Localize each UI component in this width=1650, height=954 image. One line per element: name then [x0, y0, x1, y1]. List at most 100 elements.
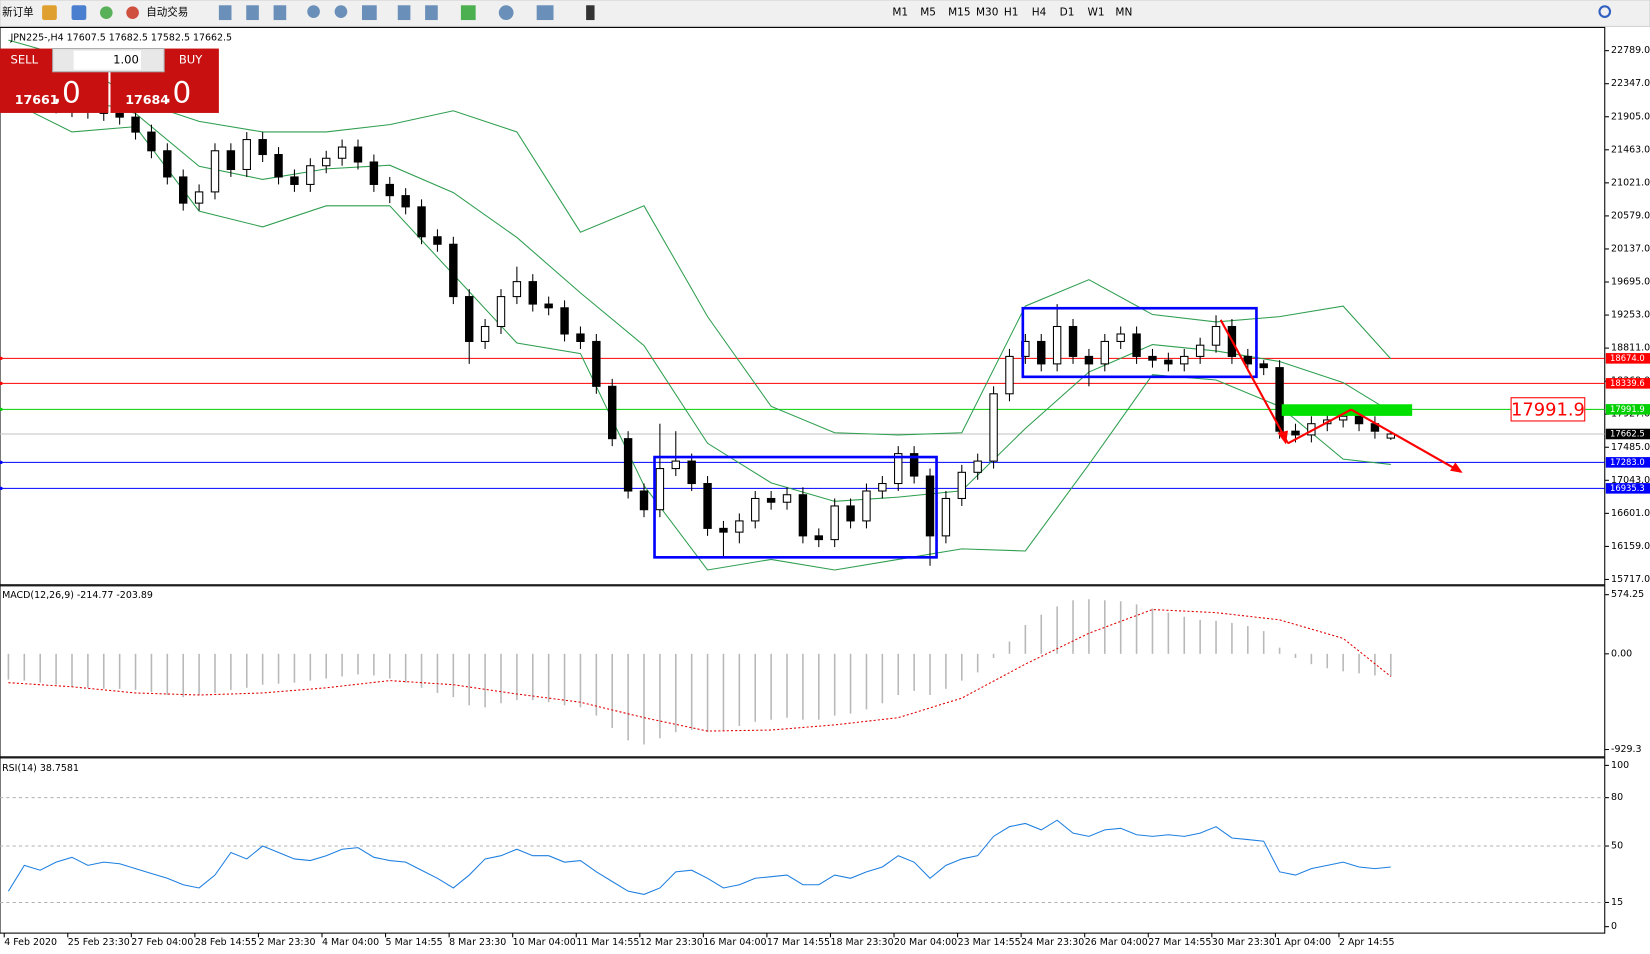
candle-body: [1052, 325, 1062, 365]
level-tag: [1605, 378, 1650, 389]
candle-body: [306, 165, 315, 185]
candle-body: [782, 494, 792, 503]
indicators-icon[interactable]: [460, 5, 476, 21]
candle-body: [401, 195, 410, 208]
candle-body: [1211, 325, 1221, 346]
candle-body: [941, 497, 951, 537]
candle-body: [973, 460, 982, 473]
candle-body: [496, 296, 506, 328]
candle-body: [703, 482, 712, 529]
y-tick-label: 17485.0: [1611, 442, 1650, 453]
macd-panel: [0, 585, 1606, 758]
candle-body: [1068, 325, 1078, 357]
price-label-box: [1510, 397, 1586, 422]
market-icon[interactable]: [71, 5, 87, 21]
line-icon[interactable]: [273, 5, 287, 21]
x-tick-label: 23 Mar 14:55: [958, 937, 1021, 948]
candle-body: [385, 183, 394, 197]
search-icon[interactable]: [1598, 5, 1612, 18]
y-tick-label: 19695.0: [1611, 277, 1650, 288]
new-order-button[interactable]: 新订单: [2, 6, 34, 19]
level-label: 17662.5: [1610, 428, 1645, 438]
timeframe-button[interactable]: MN: [1115, 7, 1132, 19]
trend-arrow: [1287, 408, 1352, 445]
auto-trading-button[interactable]: 自动交易: [146, 6, 188, 19]
candle-body: [528, 281, 537, 305]
history-icon[interactable]: [42, 5, 57, 21]
candle-body: [194, 191, 204, 204]
candle-body: [1005, 355, 1014, 395]
candle-body: [592, 340, 601, 387]
timeframe-button[interactable]: M30: [976, 7, 998, 19]
buy-price: 17684: [125, 92, 169, 107]
timeframe-button[interactable]: W1: [1088, 7, 1105, 19]
candle-body: [322, 157, 331, 167]
candle-body: [798, 494, 808, 537]
candle-body: [337, 146, 347, 159]
drawings: [653, 306, 1463, 559]
candle-body: [1132, 333, 1141, 357]
y-tick-label: 22789.0: [1611, 45, 1650, 56]
level-anchor: [0, 486, 3, 490]
candle-body: [369, 161, 379, 185]
candle-body: [1037, 340, 1046, 365]
signals-icon[interactable]: [99, 6, 113, 19]
lot-value[interactable]: 1.00: [113, 53, 139, 67]
candle-body: [862, 490, 871, 522]
x-tick-label: 17 Mar 14:55: [767, 937, 830, 948]
level-tag: [1605, 483, 1650, 494]
macd-label: MACD(12,26,9) -214.77 -203.89: [2, 590, 153, 601]
candle-body: [544, 303, 553, 309]
x-tick-label: 10 Mar 04:00: [513, 937, 576, 948]
zoom-in[interactable]: [307, 5, 320, 18]
candle-body: [1354, 415, 1364, 425]
x-tick-label: 4 Mar 04:00: [322, 937, 379, 948]
templates-icon[interactable]: [536, 5, 554, 21]
level-label: 16935.3: [1610, 483, 1645, 493]
buy-button[interactable]: BUY: [179, 53, 203, 67]
candle-body: [957, 471, 967, 500]
range-rectangle: [653, 455, 938, 559]
timeframe-button[interactable]: M1: [892, 7, 908, 19]
sell-button[interactable]: SELL: [11, 53, 39, 67]
candle-icon[interactable]: [246, 5, 259, 21]
rsi-tick-label: 0: [1611, 921, 1617, 932]
y-tick-label: 21463.0: [1611, 144, 1650, 155]
autoscroll-icon[interactable]: [397, 5, 411, 21]
tile-icon[interactable]: [361, 5, 377, 21]
zoom-out[interactable]: [334, 5, 348, 18]
timeframe-button[interactable]: M5: [920, 7, 936, 19]
x-tick-label: 24 Mar 23:30: [1021, 937, 1084, 948]
timeframe-button[interactable]: D1: [1060, 7, 1075, 19]
level-tag: [1605, 353, 1650, 364]
y-tick-label: 16601.0: [1611, 508, 1650, 519]
y-tick-label: 16159.0: [1611, 541, 1650, 552]
candle-body: [242, 139, 251, 171]
rsi-tick-label: 50: [1611, 841, 1623, 852]
y-tick-label: 21905.0: [1611, 111, 1650, 122]
candle-body: [163, 150, 172, 178]
candle-body: [751, 497, 760, 522]
candle-body: [989, 393, 998, 462]
timeframe-button[interactable]: M15: [948, 7, 970, 19]
x-tick-label: 28 Feb 14:55: [195, 937, 257, 948]
candle-body: [1338, 415, 1348, 421]
candle-body: [608, 385, 617, 440]
auto-trading-icon[interactable]: [126, 6, 139, 19]
x-tick-label: 27 Mar 14:55: [1148, 937, 1211, 948]
level-label: 17991.9: [1610, 404, 1645, 414]
timeframe-button[interactable]: H4: [1032, 7, 1047, 19]
macd-tick-label: 574.25: [1611, 589, 1644, 600]
shift-icon[interactable]: [425, 5, 438, 21]
x-tick-label: 25 Feb 23:30: [68, 937, 130, 948]
periods-icon[interactable]: [498, 5, 514, 21]
macd-tick-label: -929.3: [1611, 744, 1641, 755]
y-tick-label: 20137.0: [1611, 243, 1650, 254]
macd-signal: [8, 609, 1392, 732]
bar-chart-icon[interactable]: [218, 5, 232, 21]
level-anchor: [0, 381, 3, 385]
timeframe-button[interactable]: H1: [1004, 7, 1019, 19]
cursor-icon[interactable]: [586, 5, 595, 21]
x-tick-label: 30 Mar 23:30: [1212, 937, 1275, 948]
lot-input[interactable]: [73, 50, 142, 70]
